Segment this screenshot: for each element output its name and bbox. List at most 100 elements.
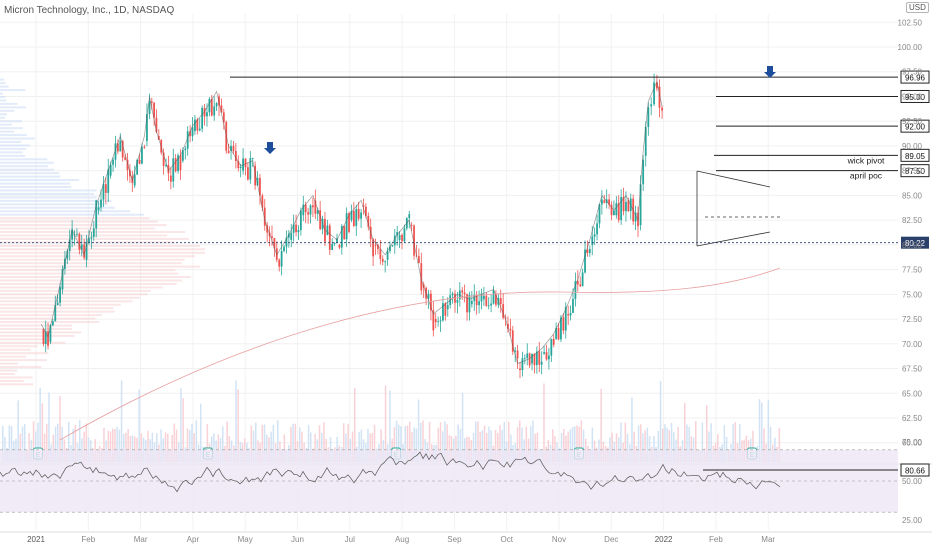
volume-profile-bar bbox=[0, 293, 148, 295]
candle-body bbox=[550, 339, 552, 356]
volume-profile-bar bbox=[0, 335, 75, 337]
candle-body bbox=[355, 209, 357, 226]
candle-body bbox=[650, 104, 652, 106]
candle-body bbox=[408, 214, 410, 218]
time-axis-tick: Dec bbox=[604, 535, 618, 544]
candle-body bbox=[596, 223, 598, 234]
volume-profile-bar bbox=[0, 179, 79, 181]
price-axis-tick: 90.00 bbox=[902, 142, 923, 151]
candle-body bbox=[339, 245, 341, 248]
price-axis-tick: 92.50 bbox=[902, 117, 923, 126]
candle-body bbox=[517, 351, 519, 359]
candle-body bbox=[372, 239, 374, 256]
price-axis-tick: 95.00 bbox=[902, 92, 923, 101]
candle-body bbox=[211, 99, 213, 116]
volume-profile-bar bbox=[0, 252, 205, 254]
volume-profile-bar bbox=[0, 99, 6, 101]
volume-profile-bar bbox=[0, 186, 71, 188]
volume-profile-bar bbox=[0, 259, 185, 261]
price-level-label: 89.05 bbox=[905, 152, 926, 161]
candle-body bbox=[594, 234, 596, 236]
volume-profile-bar bbox=[0, 297, 140, 299]
volume-profile-bar bbox=[0, 255, 195, 257]
volume-profile-bar bbox=[0, 359, 47, 361]
volume-profile-bar bbox=[0, 86, 9, 88]
candle-body bbox=[76, 234, 78, 235]
candle-body bbox=[478, 301, 480, 305]
level-note: april poc bbox=[850, 171, 883, 181]
candle-body bbox=[43, 329, 45, 344]
candle-body bbox=[184, 149, 186, 151]
level-note: wick pivot bbox=[847, 155, 885, 165]
time-axis-tick: Sep bbox=[447, 535, 462, 544]
long-moving-average-line bbox=[60, 268, 780, 440]
candle-body bbox=[245, 159, 247, 168]
volume-profile-bar bbox=[0, 269, 175, 271]
candle-body bbox=[329, 225, 331, 249]
candle-body bbox=[119, 141, 121, 152]
candle-body bbox=[124, 157, 126, 159]
candle-body bbox=[567, 314, 569, 315]
volume-profile-bar bbox=[0, 148, 26, 150]
candle-body bbox=[310, 205, 312, 214]
candle-body bbox=[582, 272, 584, 286]
candle-body bbox=[447, 305, 449, 309]
candle-body bbox=[524, 358, 526, 359]
candle-body bbox=[579, 284, 581, 286]
volume-profile-bar bbox=[0, 307, 113, 309]
price-axis-tick: 70.00 bbox=[902, 340, 923, 349]
candle-body bbox=[543, 352, 545, 354]
candle-body bbox=[526, 353, 528, 358]
candle-body bbox=[538, 352, 540, 365]
candle-body bbox=[192, 127, 194, 136]
candle-body bbox=[319, 210, 321, 229]
volume-profile-bar bbox=[0, 363, 18, 365]
candle-body bbox=[457, 300, 459, 303]
volume-profile-bar bbox=[0, 113, 7, 115]
candle-body bbox=[134, 175, 136, 186]
down-arrow-icon bbox=[764, 66, 776, 78]
time-axis-tick: 2022 bbox=[655, 535, 673, 544]
candle-body bbox=[418, 256, 420, 263]
time-axis-tick: Jun bbox=[291, 535, 304, 544]
candle-body bbox=[601, 200, 603, 205]
candle-body bbox=[570, 313, 572, 316]
rsi-axis-tick: 75.00 bbox=[902, 438, 923, 447]
price-axis-tick: 85.00 bbox=[902, 191, 923, 200]
volume-profile-bar bbox=[0, 283, 177, 285]
volume-profile-bar bbox=[0, 207, 115, 209]
candle-body bbox=[558, 328, 560, 339]
candle-body bbox=[305, 205, 307, 213]
candle-body bbox=[346, 213, 348, 239]
candle-body bbox=[271, 236, 273, 238]
candle-body bbox=[300, 211, 302, 231]
candle-body bbox=[500, 298, 502, 304]
candle-body bbox=[199, 129, 201, 131]
volume-profile-bar bbox=[0, 248, 205, 250]
volume-profile-bar bbox=[0, 331, 81, 333]
volume-profile-bar bbox=[0, 262, 182, 264]
candle-body bbox=[541, 362, 543, 365]
price-axis-tick: 97.50 bbox=[902, 68, 923, 77]
down-arrow-icon bbox=[264, 142, 276, 154]
volume-profile-bar bbox=[0, 245, 200, 247]
candle-body bbox=[295, 225, 297, 232]
time-axis-tick: Nov bbox=[552, 535, 566, 544]
currency-badge[interactable]: USD bbox=[906, 2, 929, 13]
volume-profile-bar bbox=[0, 373, 15, 375]
candle-body bbox=[326, 225, 328, 234]
candle-body bbox=[661, 108, 663, 111]
price-axis-tick: 82.50 bbox=[902, 216, 923, 225]
trendline-lower bbox=[697, 232, 770, 246]
time-axis-tick: Aug bbox=[395, 535, 409, 544]
volume-profile-bar bbox=[0, 311, 115, 313]
candle-body bbox=[172, 158, 174, 181]
candle-body bbox=[252, 158, 254, 159]
candle-body bbox=[546, 352, 548, 359]
candle-body bbox=[613, 211, 615, 216]
volume-profile-bar bbox=[0, 141, 21, 143]
candle-body bbox=[603, 200, 605, 203]
candle-body bbox=[548, 356, 550, 360]
candle-body bbox=[591, 237, 593, 245]
